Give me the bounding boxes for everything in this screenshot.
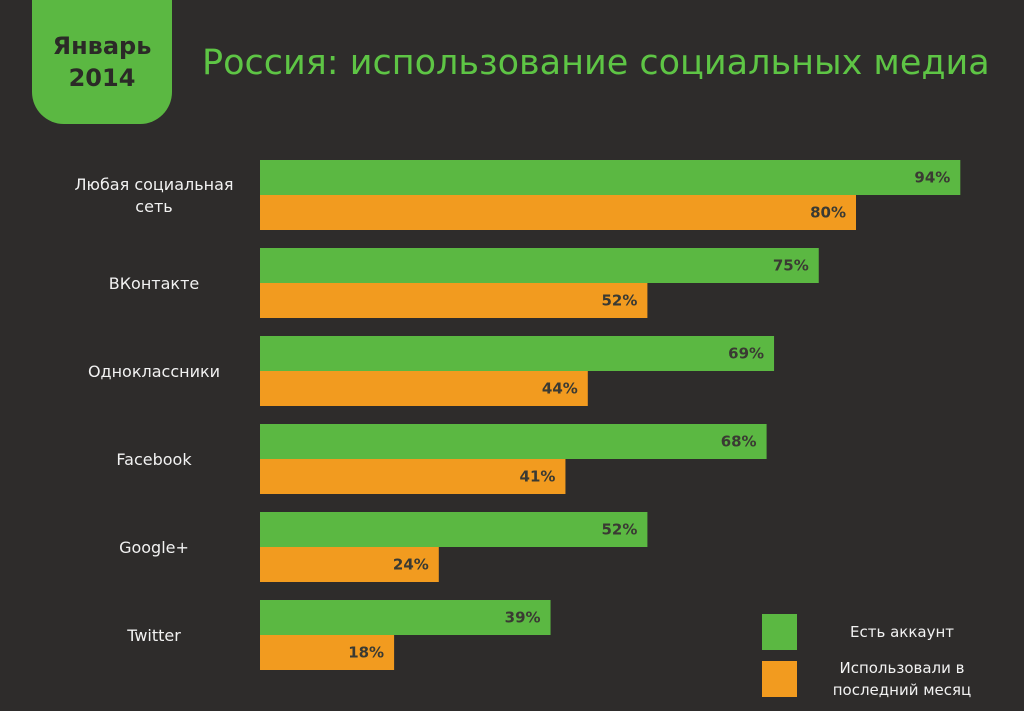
bar-account-5 <box>260 600 551 635</box>
value-label-account-4: 52% <box>601 521 637 539</box>
category-label-1: ВКонтакте <box>109 274 200 293</box>
value-label-last-month-0: 80% <box>810 204 846 222</box>
badge-month: Январь <box>52 32 152 60</box>
legend-last-month-label: Использовали в последний месяц <box>833 659 972 699</box>
category-label-0: Любая социальная сеть <box>74 175 233 216</box>
legend-account-label: Есть аккаунт <box>850 623 954 641</box>
value-label-account-1: 75% <box>773 257 809 275</box>
bar-last-month-4 <box>260 547 439 582</box>
bar-account-3 <box>260 424 767 459</box>
value-label-account-0: 94% <box>914 169 950 187</box>
value-label-account-2: 69% <box>728 345 764 363</box>
value-label-last-month-4: 24% <box>393 556 429 574</box>
bar-account-4 <box>260 512 648 547</box>
category-label-2: Одноклассники <box>88 362 220 381</box>
value-label-last-month-5: 18% <box>348 644 384 662</box>
category-label-5: Twitter <box>126 626 181 645</box>
value-label-last-month-3: 41% <box>520 468 556 486</box>
page-title: Россия: использование социальных медиа <box>202 43 990 83</box>
bar-last-month-3 <box>260 459 566 494</box>
badge-year: 2014 <box>68 64 136 92</box>
date-badge: Январь 2014 <box>32 0 172 124</box>
bar-last-month-0 <box>260 195 856 230</box>
legend-last-month-swatch <box>762 661 797 697</box>
value-label-account-3: 68% <box>721 433 757 451</box>
category-label-4: Google+ <box>119 538 189 557</box>
legend-account-swatch <box>762 614 797 650</box>
value-label-account-5: 39% <box>505 609 541 627</box>
bar-last-month-1 <box>260 283 648 318</box>
bar-account-0 <box>260 160 961 195</box>
bar-last-month-2 <box>260 371 588 406</box>
bar-account-1 <box>260 248 819 283</box>
category-label-3: Facebook <box>116 450 192 469</box>
value-label-last-month-1: 52% <box>601 292 637 310</box>
bar-account-2 <box>260 336 775 371</box>
bar-last-month-5 <box>260 635 395 670</box>
value-label-last-month-2: 44% <box>542 380 578 398</box>
